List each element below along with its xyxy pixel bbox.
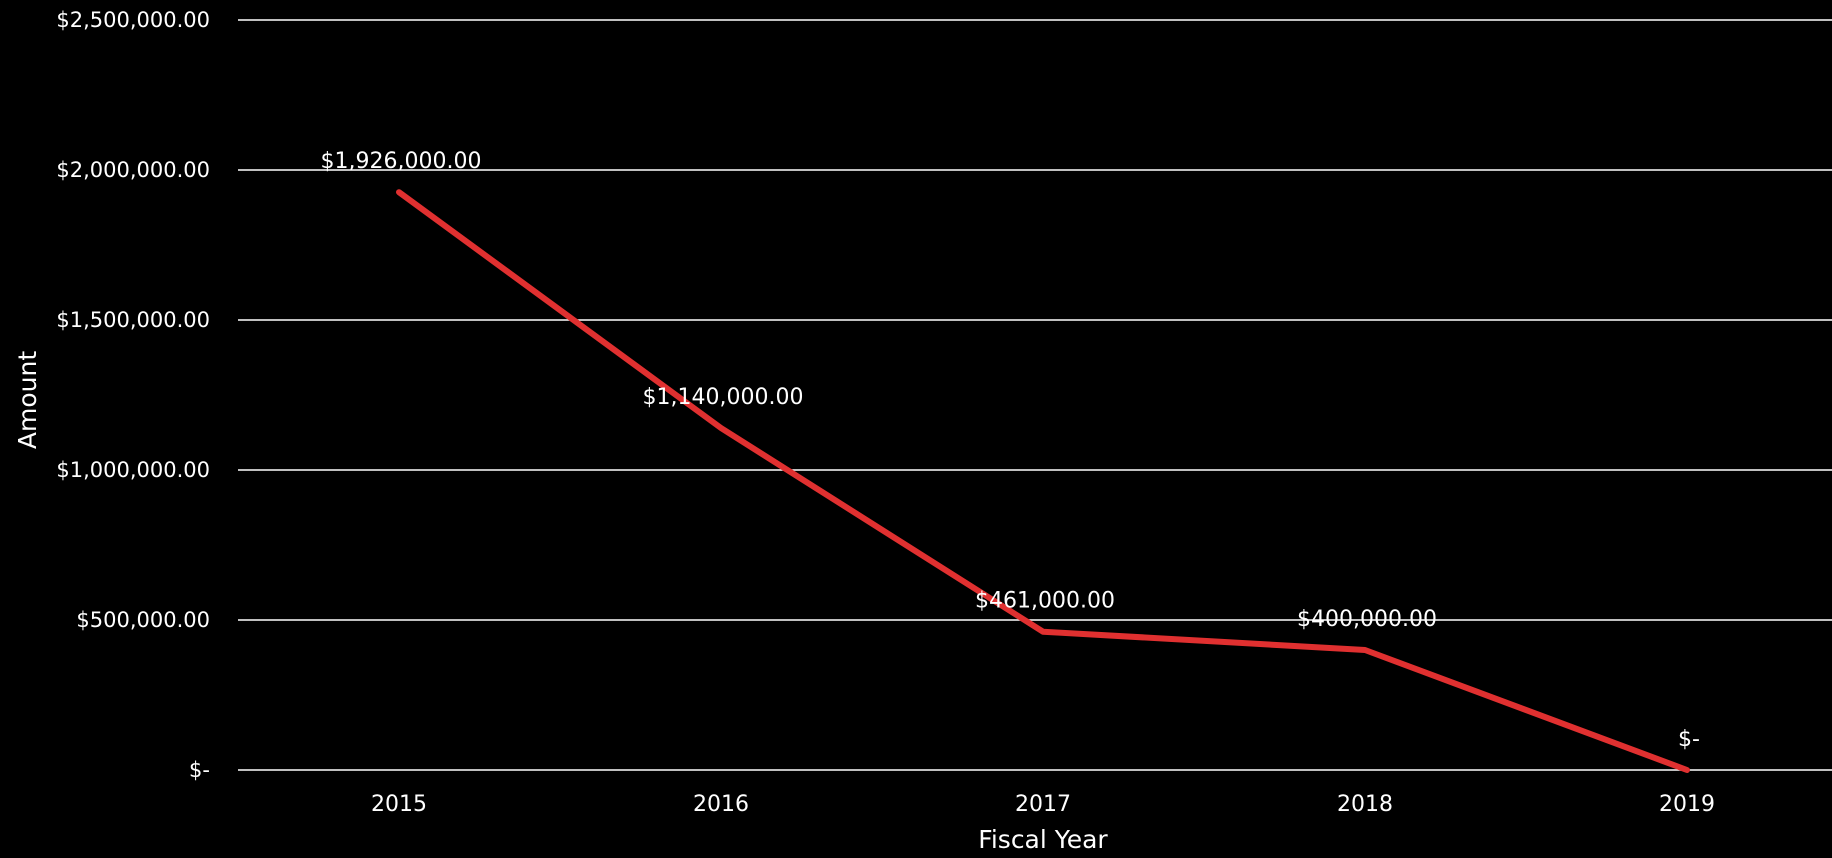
y-axis-ticks: $- $500,000.00 $1,000,000.00 $1,500,000.00 $…	[56, 8, 210, 782]
data-label: $-	[1678, 727, 1700, 752]
data-point	[1040, 629, 1046, 635]
gridlines	[238, 19, 1832, 771]
y-tick-label: $2,500,000.00	[56, 8, 210, 32]
x-axis-title: Fiscal Year	[978, 825, 1108, 854]
x-tick-label: 2019	[1659, 792, 1715, 817]
series-line	[396, 189, 1690, 773]
data-point	[718, 425, 724, 431]
data-point	[1684, 767, 1690, 773]
x-tick-label: 2015	[371, 792, 427, 817]
y-axis-title: Amount	[13, 351, 42, 449]
data-label: $400,000.00	[1297, 607, 1437, 632]
x-axis-ticks: 2015 2016 2017 2018 2019	[371, 792, 1715, 817]
y-tick-label: $1,000,000.00	[56, 458, 210, 482]
data-label: $1,140,000.00	[643, 385, 804, 410]
data-label: $461,000.00	[975, 589, 1115, 614]
y-tick-label: $2,000,000.00	[56, 158, 210, 182]
data-labels: $1,926,000.00 $1,140,000.00 $461,000.00 $40…	[321, 149, 1700, 752]
y-tick-label: $500,000.00	[76, 608, 210, 632]
data-point	[396, 189, 402, 195]
y-tick-label: $1,500,000.00	[56, 308, 210, 332]
x-tick-label: 2018	[1337, 792, 1393, 817]
data-point	[1362, 647, 1368, 653]
y-tick-label: $-	[189, 758, 210, 782]
data-label: $1,926,000.00	[321, 149, 482, 174]
x-tick-label: 2016	[693, 792, 749, 817]
series	[396, 189, 1690, 773]
x-tick-label: 2017	[1015, 792, 1071, 817]
